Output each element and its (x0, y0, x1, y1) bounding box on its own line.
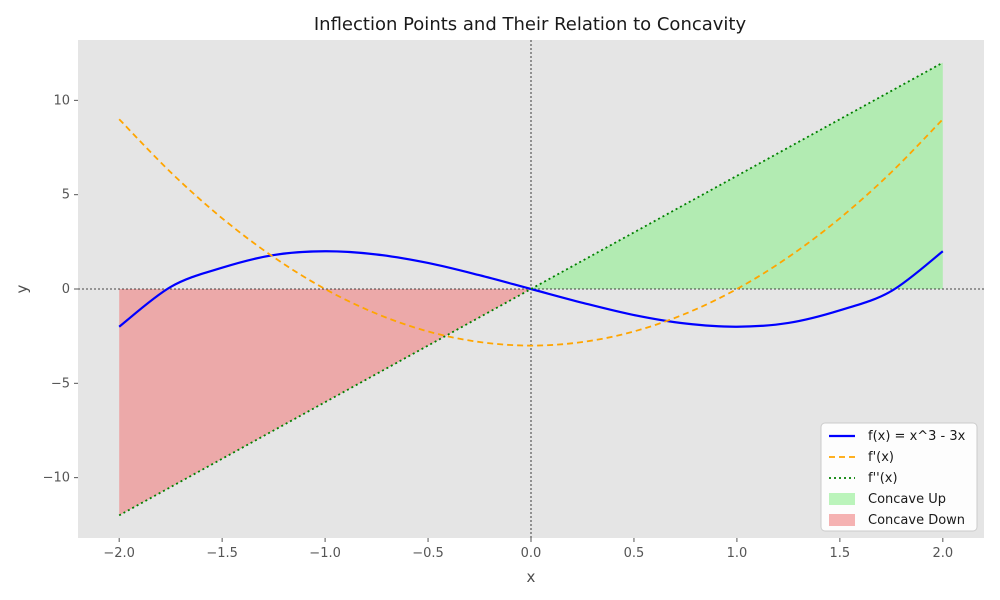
y-axis-label: y (13, 284, 31, 293)
x-tick-label: −1.0 (309, 546, 341, 561)
series-layer (118, 61, 944, 517)
y-tick-label: 5 (62, 188, 70, 203)
x-tick-label: 2.0 (932, 546, 953, 561)
chart-title: Inflection Points and Their Relation to … (314, 14, 747, 35)
x-axis-label: x (527, 568, 536, 586)
x-tick-label: 1.0 (727, 546, 748, 561)
x-tick-label: −0.5 (412, 546, 444, 561)
series-line-f-x (118, 61, 944, 517)
legend-label-f-x: f''(x) (868, 471, 898, 486)
x-tick-label: 0.5 (624, 546, 645, 561)
legend-swatch-concave-up (829, 493, 855, 505)
legend-label-f-x-x-3-3x: f(x) = x^3 - 3x (868, 429, 966, 444)
legend-label-f-x: f'(x) (868, 450, 894, 465)
x-tick-label: 0.0 (521, 546, 542, 561)
series-line-f-x-x-3-3x (118, 250, 944, 328)
fill-layer (119, 62, 943, 516)
series-line-f-x (118, 118, 944, 347)
legend-box (820, 422, 978, 532)
x-tick-label: 1.5 (830, 546, 851, 561)
tick-layer: −2.0 −1.5 −1.0 −0.5 0.0 0.5 1.0 1.5 2.0 −10 −5 0 5 10 (43, 93, 954, 561)
fill-region-concave-down (119, 289, 531, 516)
x-tick-label: −2.0 (103, 546, 135, 561)
legend: f(x) = x^3 - 3x f'(x) f''(x) Concave Up Conc… (820, 422, 978, 532)
legend-label-concave-up: Concave Up (868, 492, 946, 507)
legend-label-concave-down: Concave Down (868, 513, 965, 528)
y-tick-label: −10 (43, 471, 70, 486)
fill-region-concave-up (531, 62, 943, 289)
y-tick-label: 10 (53, 93, 70, 108)
y-tick-label: 0 (62, 282, 70, 297)
y-tick-label: −5 (51, 376, 70, 391)
legend-swatch-concave-down (829, 514, 855, 526)
x-tick-label: −1.5 (206, 546, 238, 561)
